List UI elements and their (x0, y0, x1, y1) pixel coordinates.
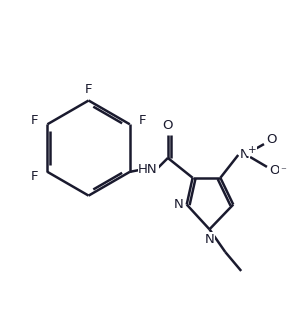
Text: O: O (267, 133, 277, 146)
Text: ⁻: ⁻ (280, 166, 286, 176)
Text: F: F (31, 170, 38, 183)
Text: O: O (270, 164, 280, 177)
Text: F: F (31, 114, 38, 127)
Text: N: N (174, 198, 184, 211)
Text: O: O (162, 119, 173, 132)
Text: N: N (239, 148, 249, 162)
Text: N: N (205, 233, 215, 246)
Text: HN: HN (138, 163, 158, 176)
Text: +: + (248, 145, 256, 155)
Text: F: F (85, 83, 92, 96)
Text: F: F (139, 114, 146, 127)
